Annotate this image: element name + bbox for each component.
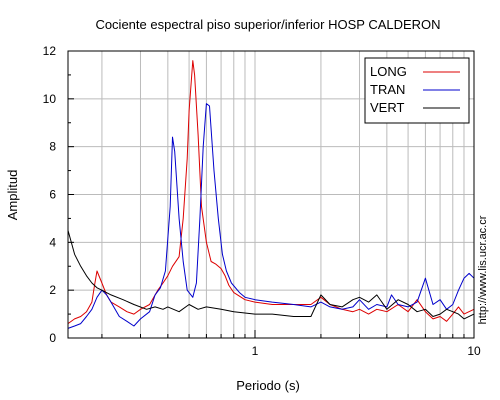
data-lines: [67, 60, 475, 329]
x-tick-label: 10: [467, 344, 481, 358]
y-tick-label: 12: [43, 44, 57, 58]
series-line-long: [67, 60, 475, 325]
y-tick-label: 8: [49, 140, 56, 154]
chart-title: Cociente espectral piso superior/inferio…: [95, 17, 440, 32]
y-axis-label: Amplitud: [5, 170, 20, 221]
legend: LONG TRAN VERT: [364, 57, 470, 124]
x-axis-label: Periodo (s): [236, 378, 300, 393]
y-tick-label: 0: [49, 331, 56, 345]
y-tick-label: 6: [49, 188, 56, 202]
y-tick-label: 10: [43, 92, 57, 106]
series-line-tran: [67, 103, 475, 329]
y-tick-label: 4: [49, 235, 56, 249]
legend-label-long: LONG: [370, 64, 407, 79]
side-url-text: http://www.lis.ucr.ac.cr: [477, 215, 489, 324]
legend-label-tran: TRAN: [370, 82, 405, 97]
x-axis-ticks: 1 10: [101, 330, 481, 358]
legend-label-vert: VERT: [370, 100, 404, 115]
y-tick-label: 2: [49, 283, 56, 297]
series-line-vert: [67, 230, 475, 320]
x-tick-label: 1: [252, 344, 259, 358]
y-axis-ticks: 0 2 4 6 8 10 12: [43, 44, 74, 345]
